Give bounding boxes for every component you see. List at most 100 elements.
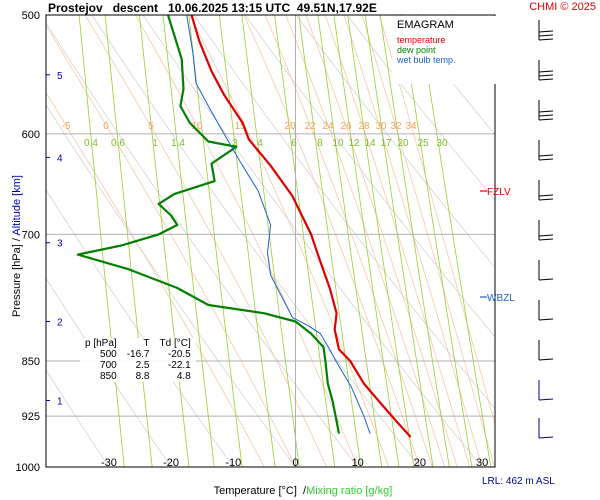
saturated-adiabat bbox=[378, 15, 495, 426]
wind-barb-feather bbox=[538, 318, 554, 321]
mixing-ratio-line bbox=[188, 15, 243, 467]
dry-adiabat bbox=[46, 369, 110, 467]
mixing-label: 6 bbox=[291, 138, 297, 149]
altitude-tick-label: 5 bbox=[57, 71, 63, 82]
mixing-label: 20 bbox=[397, 138, 409, 149]
wind-barb bbox=[538, 20, 554, 41]
temperature-tick-label: -20 bbox=[163, 457, 179, 469]
wind-barb-feather bbox=[538, 110, 554, 113]
theta-label: 24 bbox=[322, 121, 334, 132]
wind-barb-feather bbox=[538, 238, 554, 241]
wind-barb-feather bbox=[538, 38, 554, 41]
mixing-label: 0.6 bbox=[111, 138, 125, 149]
pressure-tick-label: 700 bbox=[22, 229, 40, 241]
temperature-tick-label: 20 bbox=[414, 457, 426, 469]
y-axis-label-altitude: Altitude [km] bbox=[11, 175, 23, 236]
mixing-ratio-line bbox=[219, 15, 276, 467]
wind-barb-feather bbox=[538, 114, 554, 117]
altitude-tick-label: 2 bbox=[57, 317, 63, 328]
wind-barb bbox=[538, 220, 554, 241]
mixing-ratio-line bbox=[417, 15, 492, 467]
mixing-label: 14 bbox=[364, 138, 376, 149]
mixing-ratio-line bbox=[364, 15, 434, 467]
mixing-ratio-line bbox=[241, 15, 300, 467]
table-cell: 8.8 bbox=[135, 371, 150, 382]
mixing-label: 3 bbox=[232, 138, 238, 149]
saturated-adiabat bbox=[361, 15, 495, 467]
wet-bulb-temp-line bbox=[186, 15, 371, 434]
theta-label: 30 bbox=[375, 121, 387, 132]
table-cell: -16.7 bbox=[126, 349, 150, 360]
dry-adiabat bbox=[91, 15, 421, 467]
mixing-ratio-line bbox=[379, 15, 450, 467]
temperature-tick-label: 10 bbox=[352, 457, 364, 469]
altitude-tick-label: 1 bbox=[57, 396, 63, 407]
mixing-label: 17 bbox=[380, 138, 392, 149]
fzlv-label: FZLV bbox=[487, 187, 511, 198]
saturated-adiabat bbox=[46, 24, 296, 467]
saturated-adiabat bbox=[84, 15, 327, 467]
legend-title: EMAGRAM bbox=[397, 19, 454, 31]
legend-temperature: temperature bbox=[397, 35, 446, 45]
theta-label: 28 bbox=[358, 121, 370, 132]
theta-label: 20 bbox=[284, 121, 296, 132]
table-cell: 500 bbox=[100, 349, 117, 360]
plot-frame bbox=[45, 14, 496, 468]
wind-barb bbox=[538, 60, 554, 81]
wind-barb-feather bbox=[538, 436, 554, 439]
dry-adiabat bbox=[244, 15, 495, 338]
saturated-adiabat bbox=[46, 91, 265, 467]
mixing-ratio-line bbox=[333, 15, 400, 467]
mixing-label: 10 bbox=[332, 138, 344, 149]
pressure-tick-label: 850 bbox=[22, 356, 40, 368]
wind-barb bbox=[538, 100, 554, 121]
wind-barb-feather bbox=[538, 398, 554, 401]
wind-barb-feather bbox=[538, 198, 554, 201]
table-header: p [hPa] bbox=[85, 338, 117, 349]
dry-adiabat bbox=[295, 15, 495, 268]
chart-title: Prostejov descent 10.06.2025 13:15 UTC 4… bbox=[48, 1, 377, 15]
theta-label: 26 bbox=[340, 121, 352, 132]
mixing-ratio-line bbox=[104, 15, 153, 467]
saturated-adiabat bbox=[285, 15, 446, 467]
temperature-line bbox=[190, 15, 412, 438]
saturated-adiabat bbox=[189, 15, 390, 467]
table-row: 700 2.5 -22.1 bbox=[80, 360, 196, 371]
saturated-adiabat bbox=[324, 15, 471, 467]
theta-label: 0 bbox=[103, 121, 109, 132]
dew-point-line bbox=[76, 15, 341, 434]
table-header: Td [°C] bbox=[159, 338, 191, 349]
mixing-ratio-line bbox=[400, 15, 473, 467]
theta-label: 10 bbox=[191, 121, 203, 132]
wind-barb bbox=[538, 340, 554, 361]
theta-label: 5 bbox=[148, 121, 154, 132]
wind-barb-feather bbox=[538, 74, 554, 77]
y-axis-label: Pressure [hPa] / Altitude [km] bbox=[11, 171, 23, 321]
wind-barb-feather bbox=[538, 278, 554, 281]
table-row: 850 8.8 4.8 bbox=[80, 371, 196, 382]
table-cell: -20.5 bbox=[167, 349, 191, 360]
saturated-adiabat bbox=[264, 15, 433, 467]
theta-label: 32 bbox=[390, 121, 402, 132]
mixing-ratio-line bbox=[274, 15, 336, 467]
wind-barb-feather bbox=[538, 194, 554, 197]
dry-adiabat bbox=[46, 189, 234, 467]
mixing-ratio-line bbox=[317, 15, 383, 467]
lrl-label: LRL: 462 m ASL bbox=[482, 476, 555, 487]
wind-barb-feather bbox=[538, 34, 554, 37]
dry-adiabat bbox=[46, 22, 358, 467]
mixing-label: 1 bbox=[152, 138, 158, 149]
mixing-label: 8 bbox=[317, 138, 323, 149]
dry-adiabat bbox=[142, 15, 483, 467]
wind-barb-feather bbox=[538, 118, 554, 121]
mixing-ratio-line bbox=[162, 15, 215, 467]
wind-barb-feather bbox=[538, 30, 554, 33]
wind-barb-feather bbox=[538, 78, 554, 81]
legend: EMAGRAM temperature dew point wet bulb t… bbox=[392, 16, 497, 84]
table-cell: -22.1 bbox=[167, 360, 191, 371]
wind-barb bbox=[538, 380, 554, 401]
dry-adiabat bbox=[397, 15, 495, 136]
theta-label: 22 bbox=[304, 121, 316, 132]
summary-table: p [hPa] T Td [°C] 500 -16.7 -20.5 700 2.… bbox=[80, 338, 196, 382]
y-axis-label-pressure: Pressure [hPa] / bbox=[11, 238, 23, 317]
